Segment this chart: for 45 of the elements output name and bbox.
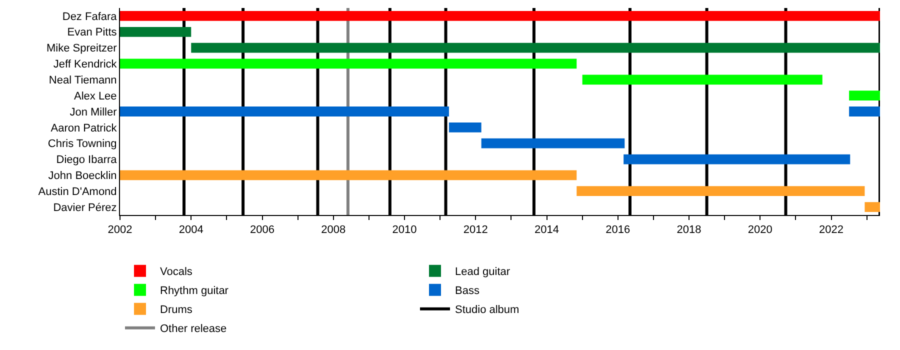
bar	[120, 26, 192, 37]
y-tick-label: Jon Miller	[70, 106, 118, 118]
y-tick-label: Dez Fafara	[62, 10, 118, 23]
x-tick-label: 2006	[250, 224, 274, 236]
y-tick-label: Austin D'Amond	[38, 186, 117, 198]
y-tick-label: Aaron Patrick	[50, 122, 118, 134]
x-tick-label: 2014	[534, 224, 560, 236]
legend-label: Other release	[160, 323, 227, 336]
legend-label: Vocals	[160, 266, 193, 278]
y-tick-label: Diego Ibarra	[56, 154, 118, 166]
x-tick-label: 2010	[392, 224, 417, 236]
x-tick-label: 2020	[748, 224, 772, 236]
bar	[448, 122, 482, 132]
bar	[120, 58, 577, 69]
bar	[481, 138, 625, 148]
bar	[120, 106, 449, 116]
bar	[576, 186, 865, 196]
bar	[849, 90, 880, 101]
legend-label: Bass	[455, 285, 480, 298]
bar	[624, 154, 850, 164]
bar	[849, 106, 880, 116]
y-tick-label: Mike Spreitzer	[46, 42, 118, 55]
legend-label: Rhythm guitar	[160, 285, 229, 298]
x-tick-label: 2002	[108, 224, 132, 236]
x-tick-label: 2022	[819, 224, 844, 236]
y-tick-label: Jeff Kendrick	[53, 58, 118, 71]
y-tick-label: Chris Towning	[48, 138, 117, 150]
y-tick-label: Davier Pérez	[53, 202, 117, 214]
y-tick-label: Neal Tiemann	[48, 74, 117, 86]
legend-label: Drums	[160, 304, 193, 316]
bar	[120, 170, 577, 180]
legend-label: Lead guitar	[455, 266, 510, 278]
y-tick-label: Evan Pitts	[67, 26, 118, 39]
bar	[582, 74, 822, 85]
x-tick-label: 2008	[321, 224, 346, 236]
x-tick-label: 2012	[463, 224, 488, 236]
x-tick-label: 2004	[178, 224, 204, 236]
bar	[864, 202, 880, 212]
x-tick-label: 2016	[606, 224, 630, 236]
legend-label: Studio album	[455, 304, 520, 316]
x-tick-label: 2018	[676, 224, 702, 236]
bar	[191, 42, 880, 53]
y-tick-label: John Boecklin	[48, 170, 117, 182]
bar	[120, 11, 880, 21]
y-tick-label: Alex Lee	[74, 90, 117, 102]
